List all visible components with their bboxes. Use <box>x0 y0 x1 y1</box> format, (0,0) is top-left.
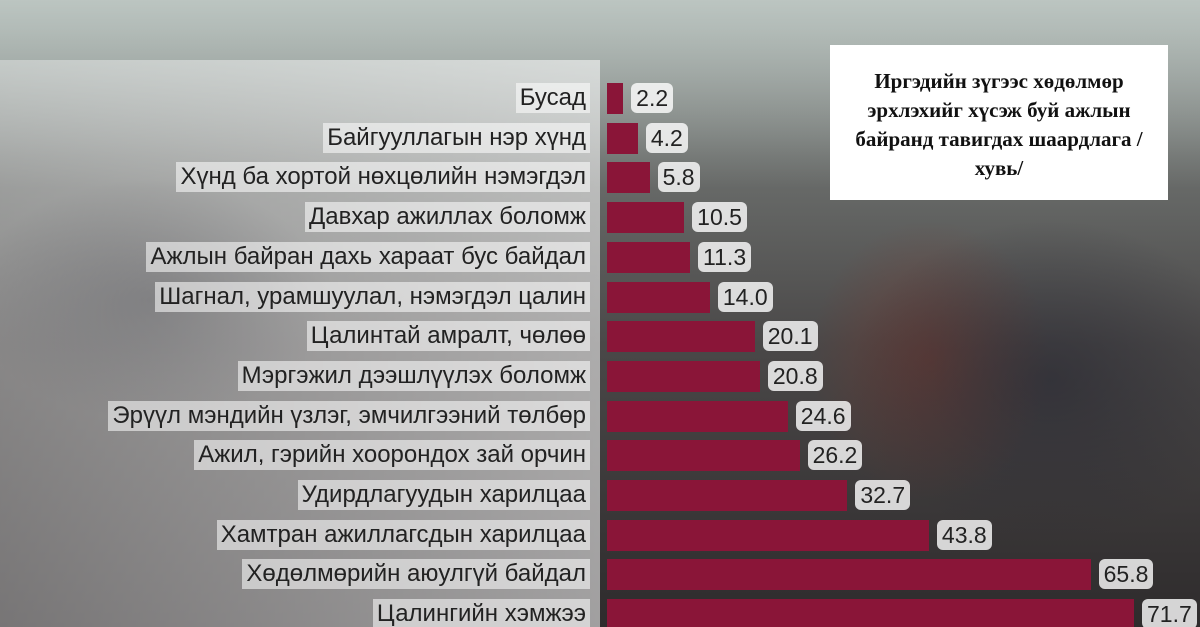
bar <box>607 83 624 114</box>
value-label: 11.3 <box>698 241 752 272</box>
value-label: 32.7 <box>855 480 911 510</box>
value-label: 43.8 <box>936 519 992 550</box>
category-label: Цалинтай амралт, чөлөө <box>306 321 590 352</box>
value-label: 20.1 <box>762 321 818 352</box>
bar <box>607 519 929 551</box>
value-label: 24.6 <box>795 400 851 431</box>
bar <box>607 360 760 392</box>
category-label: Удирдлагуудын харилцаа <box>297 480 590 510</box>
category-label: Цалингийн хэмжээ <box>372 599 590 627</box>
category-label: Ажил, гэрийн хоорондох зай орчин <box>194 440 590 471</box>
category-label: Хамтран ажиллагсдын харилцаа <box>216 519 590 550</box>
value-label: 20.8 <box>767 360 823 391</box>
bar <box>607 559 1091 591</box>
bar <box>607 321 755 353</box>
bar <box>607 122 638 154</box>
category-label: Бусад <box>515 83 590 113</box>
category-label: Ажлын байран дахь хараат бус байдал <box>146 241 590 272</box>
bar <box>607 400 788 432</box>
category-label: Хөдөлмөрийн аюулгүй байдал <box>242 559 590 590</box>
value-label: 14.0 <box>717 281 773 312</box>
category-label: Давхар ажиллах боломж <box>304 202 590 233</box>
category-label: Мэргэжил дээшлүүлэх боломж <box>237 360 590 391</box>
category-label: Шагнал, урамшуулал, нэмэгдэл цалин <box>155 281 590 312</box>
category-label: Байгууллагын нэр хүнд <box>323 122 590 153</box>
bar <box>607 281 710 313</box>
value-label: 10.5 <box>692 202 747 233</box>
bar <box>607 599 1134 627</box>
value-label: 2.2 <box>631 83 674 113</box>
value-label: 65.8 <box>1098 559 1154 590</box>
bar <box>607 202 685 234</box>
bar <box>607 241 691 273</box>
value-label: 5.8 <box>657 162 700 193</box>
bar <box>607 162 650 194</box>
category-label: Эрүүл мэндийн үзлэг, эмчилгээний төлбөр <box>108 400 590 431</box>
bar <box>607 440 800 472</box>
value-label: 4.2 <box>645 122 688 153</box>
chart-title: Иргэдийн зүгээс хөдөлмөр эрхлэхийг хүсэж… <box>830 45 1168 200</box>
value-label: 71.7 <box>1141 599 1197 627</box>
bar <box>607 480 848 511</box>
value-label: 26.2 <box>807 440 863 471</box>
category-label: Хүнд ба хортой нөхцөлийн нэмэгдэл <box>176 162 590 193</box>
